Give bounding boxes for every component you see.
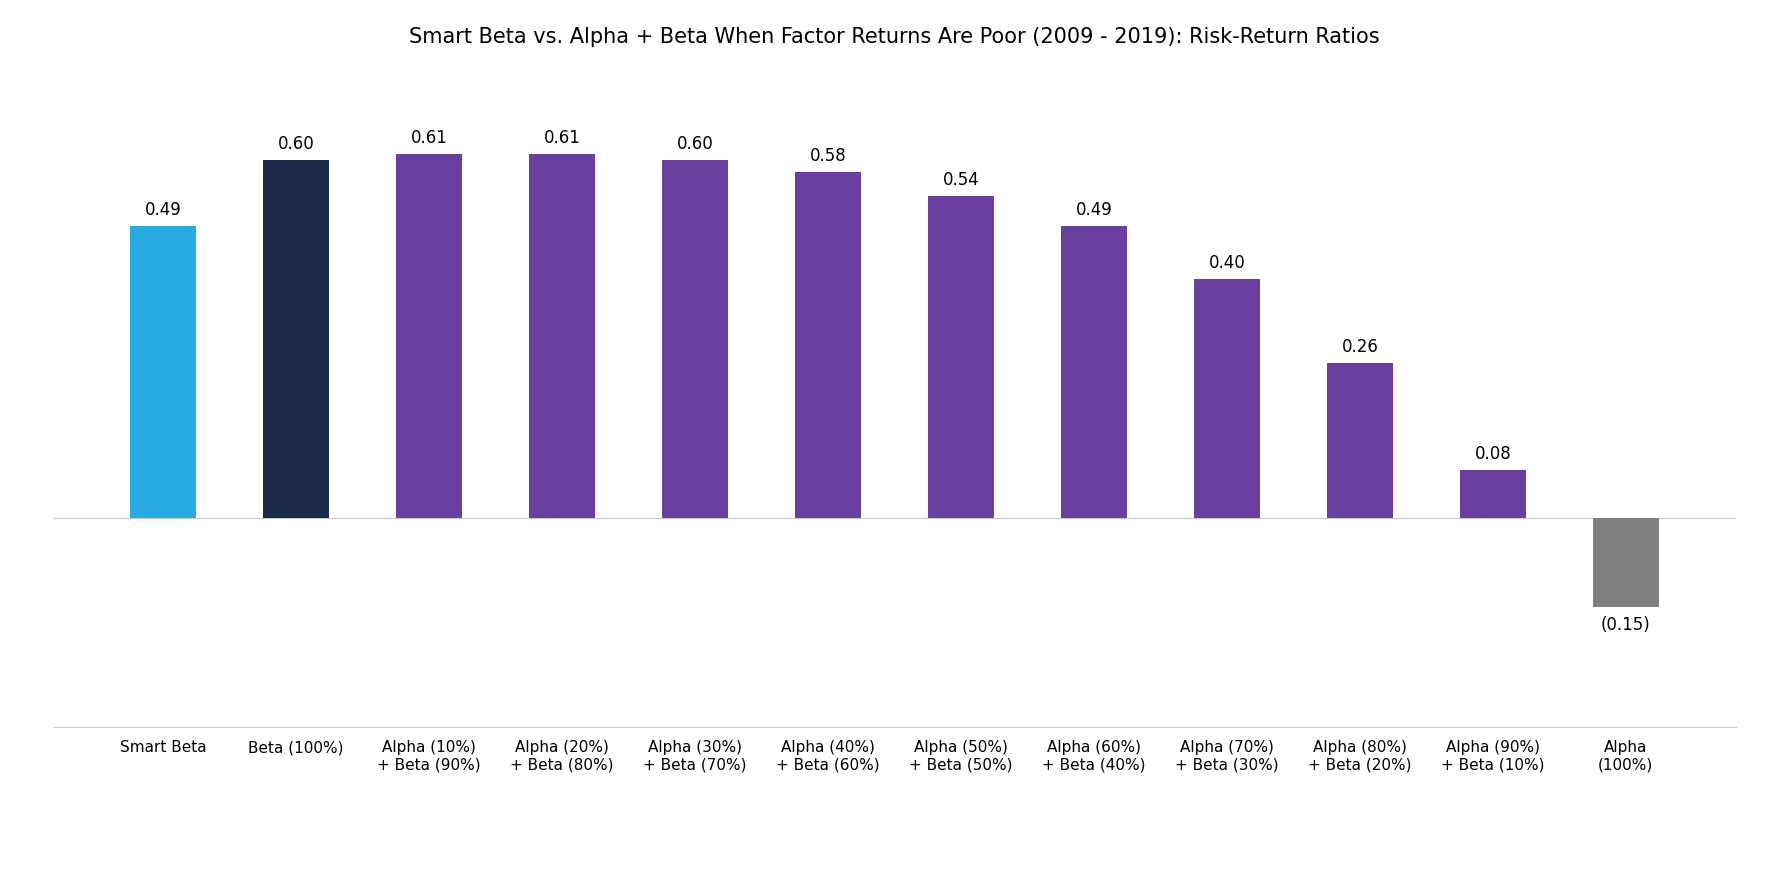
Bar: [1326, 363, 1394, 518]
Bar: [1592, 518, 1659, 607]
Text: 0.26: 0.26: [1341, 338, 1378, 356]
Text: 0.58: 0.58: [809, 147, 847, 165]
Bar: [1061, 226, 1126, 518]
Title: Smart Beta vs. Alpha + Beta When Factor Returns Are Poor (2009 - 2019): Risk-Ret: Smart Beta vs. Alpha + Beta When Factor …: [409, 27, 1380, 47]
Text: 0.49: 0.49: [145, 201, 181, 219]
Text: 0.40: 0.40: [1208, 254, 1245, 272]
Text: (0.15): (0.15): [1601, 617, 1651, 634]
Text: 0.61: 0.61: [544, 129, 581, 147]
Text: 0.08: 0.08: [1475, 445, 1511, 463]
Bar: [928, 196, 994, 518]
Text: 0.61: 0.61: [411, 129, 448, 147]
Text: 0.60: 0.60: [677, 136, 714, 153]
Bar: [662, 160, 728, 518]
Text: 0.54: 0.54: [942, 171, 979, 189]
Bar: [129, 226, 197, 518]
Bar: [262, 160, 329, 518]
Text: 0.60: 0.60: [278, 136, 313, 153]
Bar: [528, 154, 595, 518]
Bar: [795, 172, 861, 518]
Bar: [1459, 470, 1527, 518]
Text: 0.49: 0.49: [1075, 201, 1112, 219]
Bar: [1194, 279, 1261, 518]
Bar: [395, 154, 462, 518]
